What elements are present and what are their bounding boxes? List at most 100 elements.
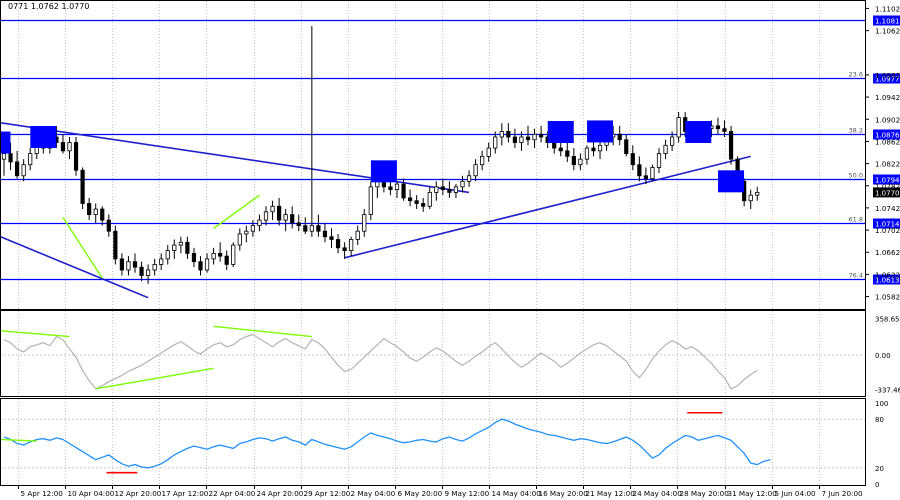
candle-body [342, 247, 347, 251]
candle-body [185, 241, 190, 254]
candle-body [87, 203, 92, 215]
candle-body [722, 128, 727, 132]
trendline [344, 155, 751, 259]
zone-marker [587, 120, 614, 143]
candle-body [670, 136, 675, 146]
price-tick-label: 1.0982 [875, 71, 900, 80]
candle [204, 253, 210, 273]
candle-body [67, 142, 72, 152]
rsi-series-line [3, 418, 771, 469]
candle-body [512, 136, 518, 143]
current-price-label: 1.0770 [875, 189, 900, 197]
candle-body [421, 203, 426, 207]
price-tag [873, 129, 900, 140]
cci-panel: 358.6587 0.00 -337.462 [0, 315, 900, 395]
candle [493, 131, 498, 154]
cci-divergence-line [0, 330, 70, 338]
candle [178, 236, 183, 254]
candle [290, 206, 295, 229]
fib-label: 23.6 [849, 71, 863, 79]
candle [67, 136, 72, 160]
candle [473, 159, 478, 182]
candle-body [532, 133, 537, 141]
candle [506, 123, 511, 143]
candle-body [250, 225, 255, 232]
candle-body [60, 142, 66, 152]
x-axis-label: 29 Apr 12:00 [304, 489, 351, 498]
price-tag-label: 1.0714 [875, 221, 900, 229]
candle [80, 167, 85, 210]
candle [60, 134, 66, 154]
candle-body [453, 186, 459, 193]
zone-marker [718, 170, 745, 193]
candle [421, 197, 426, 212]
candle-body [414, 200, 419, 204]
price-panel-frame [0, 0, 866, 310]
candle-body [650, 167, 655, 179]
candle [231, 242, 236, 268]
candle-body [525, 136, 531, 141]
x-axis-label: 28 May 20:00 [680, 489, 730, 498]
candle [499, 123, 504, 146]
candle [263, 206, 269, 226]
candle [407, 189, 413, 207]
candle-body [362, 214, 367, 232]
candle [250, 220, 255, 237]
candle-body [440, 186, 445, 191]
candle-body [204, 258, 210, 271]
rsi-panel: 100 80 20 0 [0, 400, 888, 489]
candle [237, 228, 242, 251]
candle-body [558, 147, 563, 152]
candle [480, 150, 485, 171]
rsi-tick-label: 20 [875, 465, 884, 473]
candle [578, 153, 583, 171]
candle [106, 214, 111, 237]
candle [663, 139, 668, 160]
fib-label: 61.8 [849, 216, 863, 224]
candle-body [270, 205, 275, 213]
candle-body [486, 147, 491, 157]
price-tag [873, 218, 900, 229]
candle-body [283, 214, 288, 221]
candle-body [466, 175, 472, 182]
candle [565, 142, 570, 162]
candle-body [539, 133, 544, 138]
candle-body [296, 222, 301, 227]
candle-body [552, 142, 557, 149]
candle [748, 189, 753, 210]
candle-body [637, 164, 642, 177]
candle [617, 125, 622, 146]
x-axis-label: 16 May 20:00 [539, 489, 589, 498]
candle-body [178, 241, 183, 246]
candle-body [571, 155, 576, 166]
candle [532, 128, 537, 149]
candle [539, 125, 544, 143]
candle-body [401, 183, 406, 199]
candle [276, 197, 282, 226]
candle-body [244, 230, 249, 235]
candle [722, 120, 727, 137]
zone-marker [30, 125, 57, 148]
candle [211, 247, 216, 265]
candle [172, 239, 177, 259]
candle [73, 136, 79, 176]
candle [453, 184, 459, 198]
candle [8, 142, 13, 171]
candle-body [80, 169, 85, 204]
price-tag [873, 274, 900, 285]
candle [656, 148, 662, 174]
candle-body [139, 266, 144, 276]
candle [591, 139, 596, 157]
candle-body [132, 261, 138, 268]
candle [132, 253, 138, 273]
candle-body [172, 244, 177, 251]
zone-marker [685, 121, 712, 144]
x-axis-label: 22 Apr 04:00 [209, 489, 256, 498]
candle [316, 214, 321, 237]
candle-body [237, 233, 242, 246]
candle-body [584, 147, 590, 160]
candle-body [388, 186, 393, 191]
candle-body [460, 180, 465, 188]
